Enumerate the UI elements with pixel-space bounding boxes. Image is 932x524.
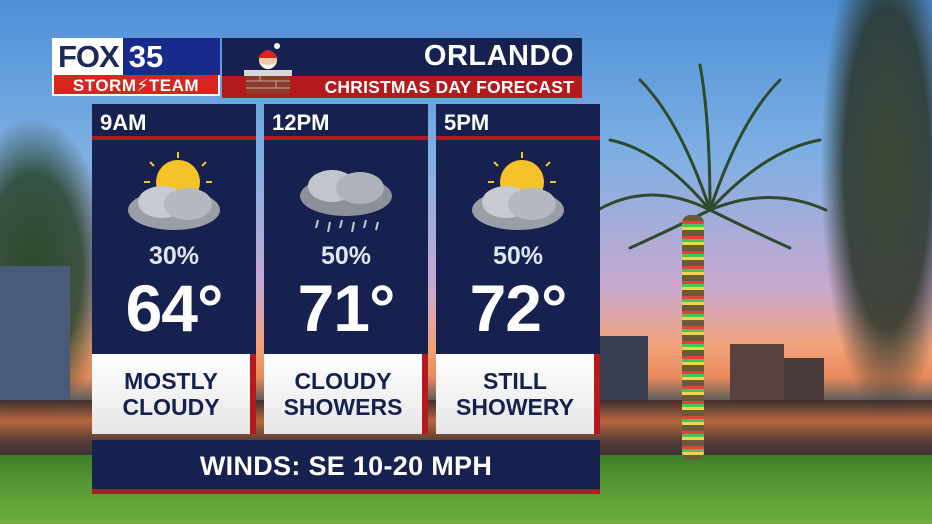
forecast-subtitle: CHRISTMAS DAY FORECAST: [324, 77, 574, 97]
time-label: 9AM: [92, 104, 256, 140]
condition-panel: CLOUDY SHOWERS: [264, 354, 428, 434]
rain-chance: 50%: [320, 242, 372, 270]
skyline-building: [0, 266, 70, 406]
rain-chance: 50%: [492, 242, 544, 270]
fox-word: FOX: [52, 38, 123, 75]
condition-line1: STILL: [483, 368, 547, 394]
forecast-body: 50% 72°: [436, 140, 600, 354]
channel-number: 35: [122, 38, 220, 75]
lit-palm-trunk: [682, 215, 704, 460]
forecast-column-12pm: 12PM 50% 71° CLOUDY SHOWERS: [264, 104, 428, 434]
condition-text: STILL SHOWERY: [436, 368, 594, 420]
time-label: 5PM: [436, 104, 600, 140]
winds-text: WINDS: SE 10-20 MPH: [199, 451, 493, 481]
forecast-column-5pm: 5PM 50% 72° STILL SHOWERY: [436, 104, 600, 434]
temperature: 72°: [469, 271, 568, 345]
condition-text: MOSTLY CLOUDY: [92, 368, 250, 420]
temperature: 64°: [125, 271, 224, 345]
condition-line2: SHOWERY: [456, 394, 574, 420]
temperature: 71°: [297, 271, 396, 345]
skyline-building: [784, 358, 824, 406]
santa-chimney-icon: [244, 43, 292, 94]
palm-tree-icon: [596, 63, 828, 250]
condition-text: CLOUDY SHOWERS: [264, 368, 422, 420]
rain-cloud-icon: [300, 170, 392, 233]
partly-cloudy-icon: [128, 152, 220, 230]
condition-panel: STILL SHOWERY: [436, 354, 600, 434]
city-title: ORLANDO: [423, 40, 574, 72]
skyline-building: [730, 344, 784, 406]
condition-line2: SHOWERS: [283, 394, 403, 420]
station-logo: FOX 35 STORM⚡TEAM: [52, 38, 220, 96]
condition-line1: MOSTLY: [124, 368, 218, 394]
header-subtitle-bar: CHRISTMAS DAY FORECAST: [222, 76, 582, 98]
condition-line1: CLOUDY: [294, 368, 392, 394]
rain-chance: 30%: [148, 242, 200, 270]
condition-panel: MOSTLY CLOUDY: [92, 354, 256, 434]
storm-team-label: STORM⚡TEAM: [52, 75, 220, 96]
skyline-building: [600, 336, 648, 406]
right-tree: [820, 0, 932, 420]
forecast-column-9am: 9AM 30% 64° MOSTLY CLOUDY: [92, 104, 256, 434]
forecast-body: 30% 64°: [92, 140, 256, 354]
forecast-body: 50% 71°: [264, 140, 428, 354]
fox35-wordmark: FOX 35: [52, 38, 220, 75]
partly-cloudy-icon: [472, 152, 564, 230]
time-label: 12PM: [264, 104, 428, 140]
condition-line2: CLOUDY: [122, 394, 220, 420]
winds-bar: WINDS: SE 10-20 MPH: [92, 440, 600, 494]
